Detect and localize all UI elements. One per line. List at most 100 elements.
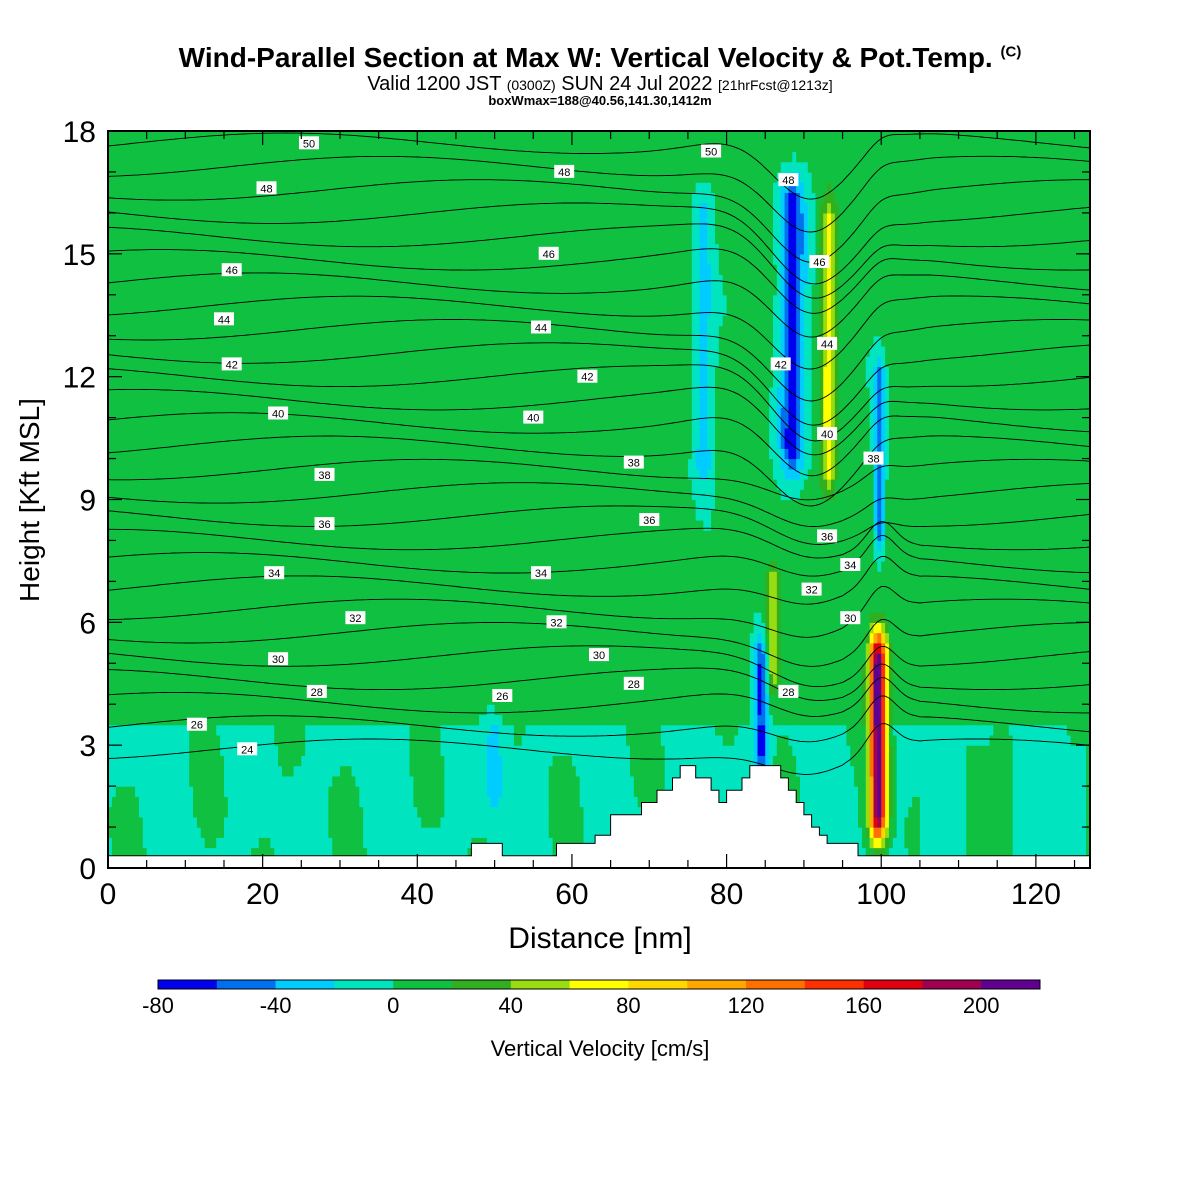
velocity-cell (220, 325, 225, 337)
velocity-cell (359, 427, 364, 439)
velocity-cell (251, 223, 256, 234)
velocity-cell (347, 816, 353, 828)
velocity-cell (158, 765, 163, 777)
velocity-cell (281, 591, 287, 603)
velocity-cell (309, 653, 314, 664)
velocity-cell (336, 683, 341, 695)
velocity-cell (158, 571, 163, 582)
velocity-cell (220, 724, 225, 736)
velocity-cell (127, 468, 132, 480)
velocity-cell (355, 386, 360, 398)
velocity-cell (305, 642, 310, 654)
velocity-cell (305, 386, 310, 398)
velocity-cell (185, 141, 190, 153)
velocity-cell (185, 202, 190, 214)
velocity-cell (312, 837, 318, 849)
velocity-cell (367, 335, 372, 347)
velocity-cell (270, 468, 275, 480)
velocity-cell (359, 560, 364, 572)
velocity-cell (247, 581, 252, 593)
velocity-cell (351, 315, 357, 327)
velocity-cell (127, 642, 132, 654)
velocity-cell (258, 755, 264, 767)
velocity-cell (208, 622, 213, 634)
velocity-cell (212, 274, 217, 286)
velocity-cell (347, 540, 353, 552)
velocity-cell (293, 714, 299, 726)
velocity-cell (146, 837, 152, 849)
velocity-cell (138, 642, 144, 654)
velocity-cell (158, 519, 163, 531)
velocity-cell (281, 171, 287, 183)
velocity-cell (328, 366, 333, 378)
velocity-cell (370, 806, 376, 818)
velocity-cell (243, 427, 248, 439)
velocity-cell (363, 734, 368, 746)
velocity-cell (285, 509, 291, 521)
velocity-cell (204, 427, 210, 439)
velocity-cell (320, 724, 326, 736)
velocity-cell (281, 274, 287, 286)
velocity-cell (227, 745, 233, 757)
velocity-cell (274, 734, 279, 746)
velocity-cell (138, 386, 144, 398)
velocity-cell (359, 847, 364, 859)
velocity-cell (193, 448, 198, 460)
velocity-cell (324, 141, 329, 153)
velocity-cell (297, 724, 302, 736)
velocity-cell (293, 202, 299, 214)
velocity-cell (231, 171, 237, 183)
velocity-cell (347, 653, 353, 664)
velocity-cell (266, 847, 271, 859)
velocity-cell (119, 345, 125, 357)
velocity-cell (332, 366, 337, 378)
velocity-cell (119, 683, 125, 695)
velocity-cell (123, 540, 128, 552)
velocity-cell (247, 816, 252, 828)
velocity-cell (316, 827, 322, 838)
velocity-cell (193, 653, 198, 664)
velocity-cell (266, 264, 271, 275)
velocity-cell (189, 366, 194, 378)
velocity-cell (312, 806, 318, 818)
velocity-cell (343, 704, 349, 716)
velocity-cell (189, 827, 194, 838)
velocity-cell (193, 530, 198, 542)
velocity-cell (204, 816, 210, 828)
velocity-cell (181, 325, 186, 337)
velocity-cell (305, 816, 310, 828)
velocity-cell (351, 550, 357, 562)
velocity-cell (258, 612, 264, 623)
velocity-cell (328, 489, 333, 501)
velocity-cell (316, 141, 322, 153)
velocity-cell (351, 622, 357, 634)
velocity-cell (208, 612, 213, 623)
velocity-cell (216, 581, 221, 593)
velocity-cell (324, 397, 329, 408)
velocity-cell (332, 376, 337, 388)
velocity-cell (208, 438, 213, 449)
velocity-cell (200, 223, 206, 234)
velocity-cell (108, 806, 113, 818)
velocity-cell (138, 622, 144, 634)
velocity-cell (119, 591, 125, 603)
velocity-cell (227, 417, 233, 429)
velocity-cell (347, 847, 353, 859)
velocity-cell (270, 714, 275, 726)
velocity-cell (363, 356, 368, 368)
velocity-cell (169, 397, 175, 408)
velocity-cell (339, 622, 345, 634)
velocity-cell (316, 786, 322, 797)
velocity-cell (285, 417, 291, 429)
velocity-cell (189, 253, 194, 265)
velocity-cell (135, 714, 140, 726)
velocity-cell (123, 827, 128, 838)
velocity-cell (127, 345, 132, 357)
velocity-cell (111, 519, 117, 531)
velocity-cell (258, 827, 264, 838)
velocity-cell (347, 386, 353, 398)
velocity-cell (138, 632, 144, 644)
velocity-cell (227, 397, 233, 408)
velocity-cell (343, 591, 349, 603)
velocity-cell (223, 233, 229, 245)
